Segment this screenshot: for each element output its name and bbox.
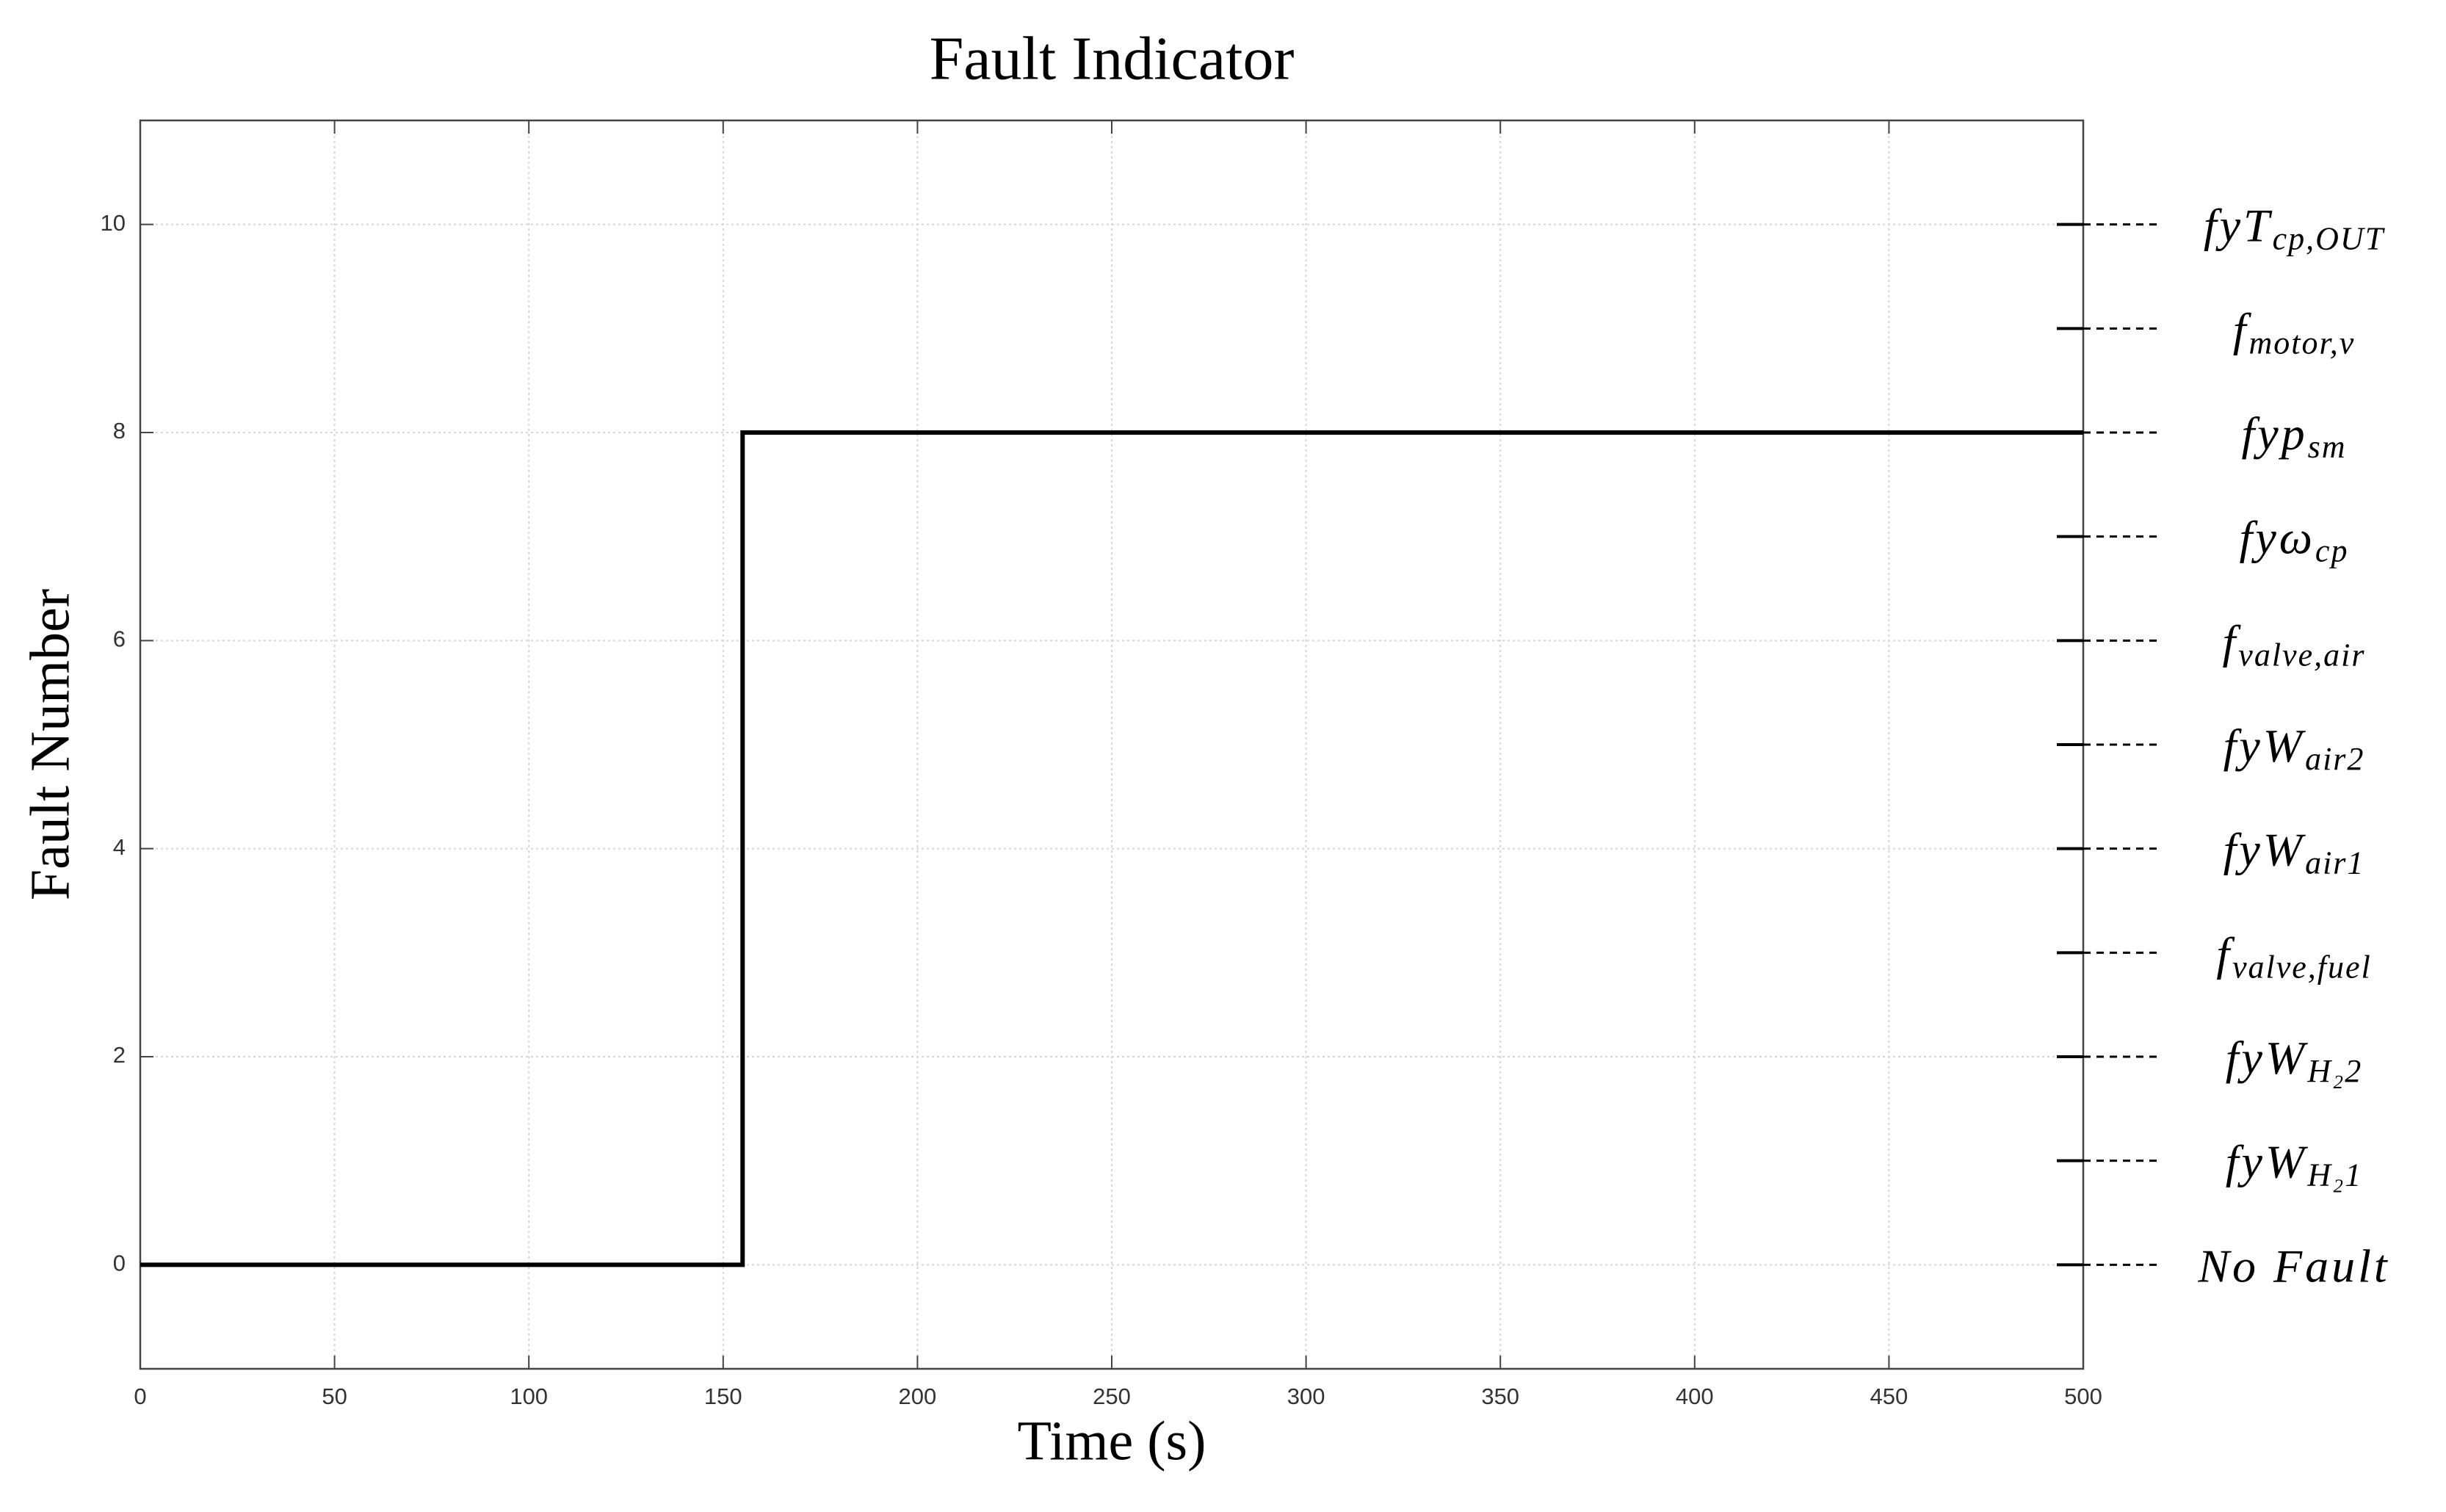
fault-label: fyωcp (2240, 511, 2349, 568)
x-tick-label: 50 (322, 1383, 347, 1409)
fault-label: fyWair1 (2224, 823, 2365, 880)
y-tick-label: 6 (113, 626, 126, 652)
fault-label: fyWair2 (2224, 720, 2365, 777)
fault-label: No Fault (2197, 1240, 2389, 1292)
fault-label-sub: cp (2315, 533, 2349, 569)
fault-label-sub: motor,v (2249, 325, 2356, 361)
fault-label: fmotor,v (2233, 303, 2356, 361)
chart-title: Fault Indicator (930, 24, 1295, 93)
fault-label-sub: H₂1 (2306, 1157, 2362, 1193)
fault-label-text: fyW (2224, 823, 2306, 875)
fault-label-sub: H₂2 (2306, 1053, 2362, 1089)
fault-label: fyWH₂2 (2226, 1032, 2363, 1089)
fault-label-sub: cp,OUT (2273, 221, 2386, 257)
y-tick-label: 8 (113, 418, 126, 444)
fault-label-sub: air2 (2305, 741, 2364, 777)
y-tick-label: 4 (113, 834, 126, 860)
fault-label-text: fyp (2241, 408, 2307, 460)
fault-label-text: f (2223, 615, 2242, 668)
fault-label: fvalve,air (2223, 615, 2366, 673)
fault-label: fyWH₂1 (2226, 1135, 2363, 1193)
fault-label-text: fyW (2224, 720, 2306, 772)
fault-label-sub: air1 (2305, 845, 2364, 881)
data-line (140, 430, 2083, 1267)
fault-label-text: fyW (2226, 1135, 2309, 1187)
x-tick-label: 150 (704, 1383, 742, 1409)
x-tick-label: 400 (1676, 1383, 1714, 1409)
y-tick-label: 0 (113, 1251, 126, 1276)
fault-label-text: fyω (2240, 511, 2315, 563)
fault-label: fyTcp,OUT (2204, 199, 2386, 256)
x-tick-label: 350 (1481, 1383, 1519, 1409)
x-tick-label: 100 (510, 1383, 548, 1409)
fault-label-text: f (2216, 927, 2235, 980)
fault-label-sub: valve,fuel (2232, 949, 2372, 985)
x-tick-label: 500 (2064, 1383, 2102, 1409)
y-axis-label: Fault Number (19, 589, 81, 900)
x-axis-label: Time (s) (1018, 1410, 1206, 1472)
fault-label-sub: valve,air (2238, 637, 2365, 673)
fault-label-text: f (2233, 303, 2252, 355)
fault-label: fvalve,fuel (2216, 927, 2372, 985)
x-tick-label: 250 (1093, 1383, 1131, 1409)
fault-label: fypsm (2241, 408, 2346, 465)
x-tick-label: 200 (899, 1383, 937, 1409)
fault-label-text: fyT (2204, 199, 2273, 251)
fault-label-text: No Fault (2197, 1240, 2389, 1292)
y-tick-label: 2 (113, 1042, 126, 1068)
x-tick-label: 0 (134, 1383, 146, 1409)
fault-label-sub: sm (2308, 429, 2347, 465)
x-tick-label: 450 (1870, 1383, 1908, 1409)
y-tick-label: 10 (101, 210, 126, 236)
fault-label-text: fyW (2226, 1032, 2309, 1084)
x-tick-label: 300 (1287, 1383, 1325, 1409)
